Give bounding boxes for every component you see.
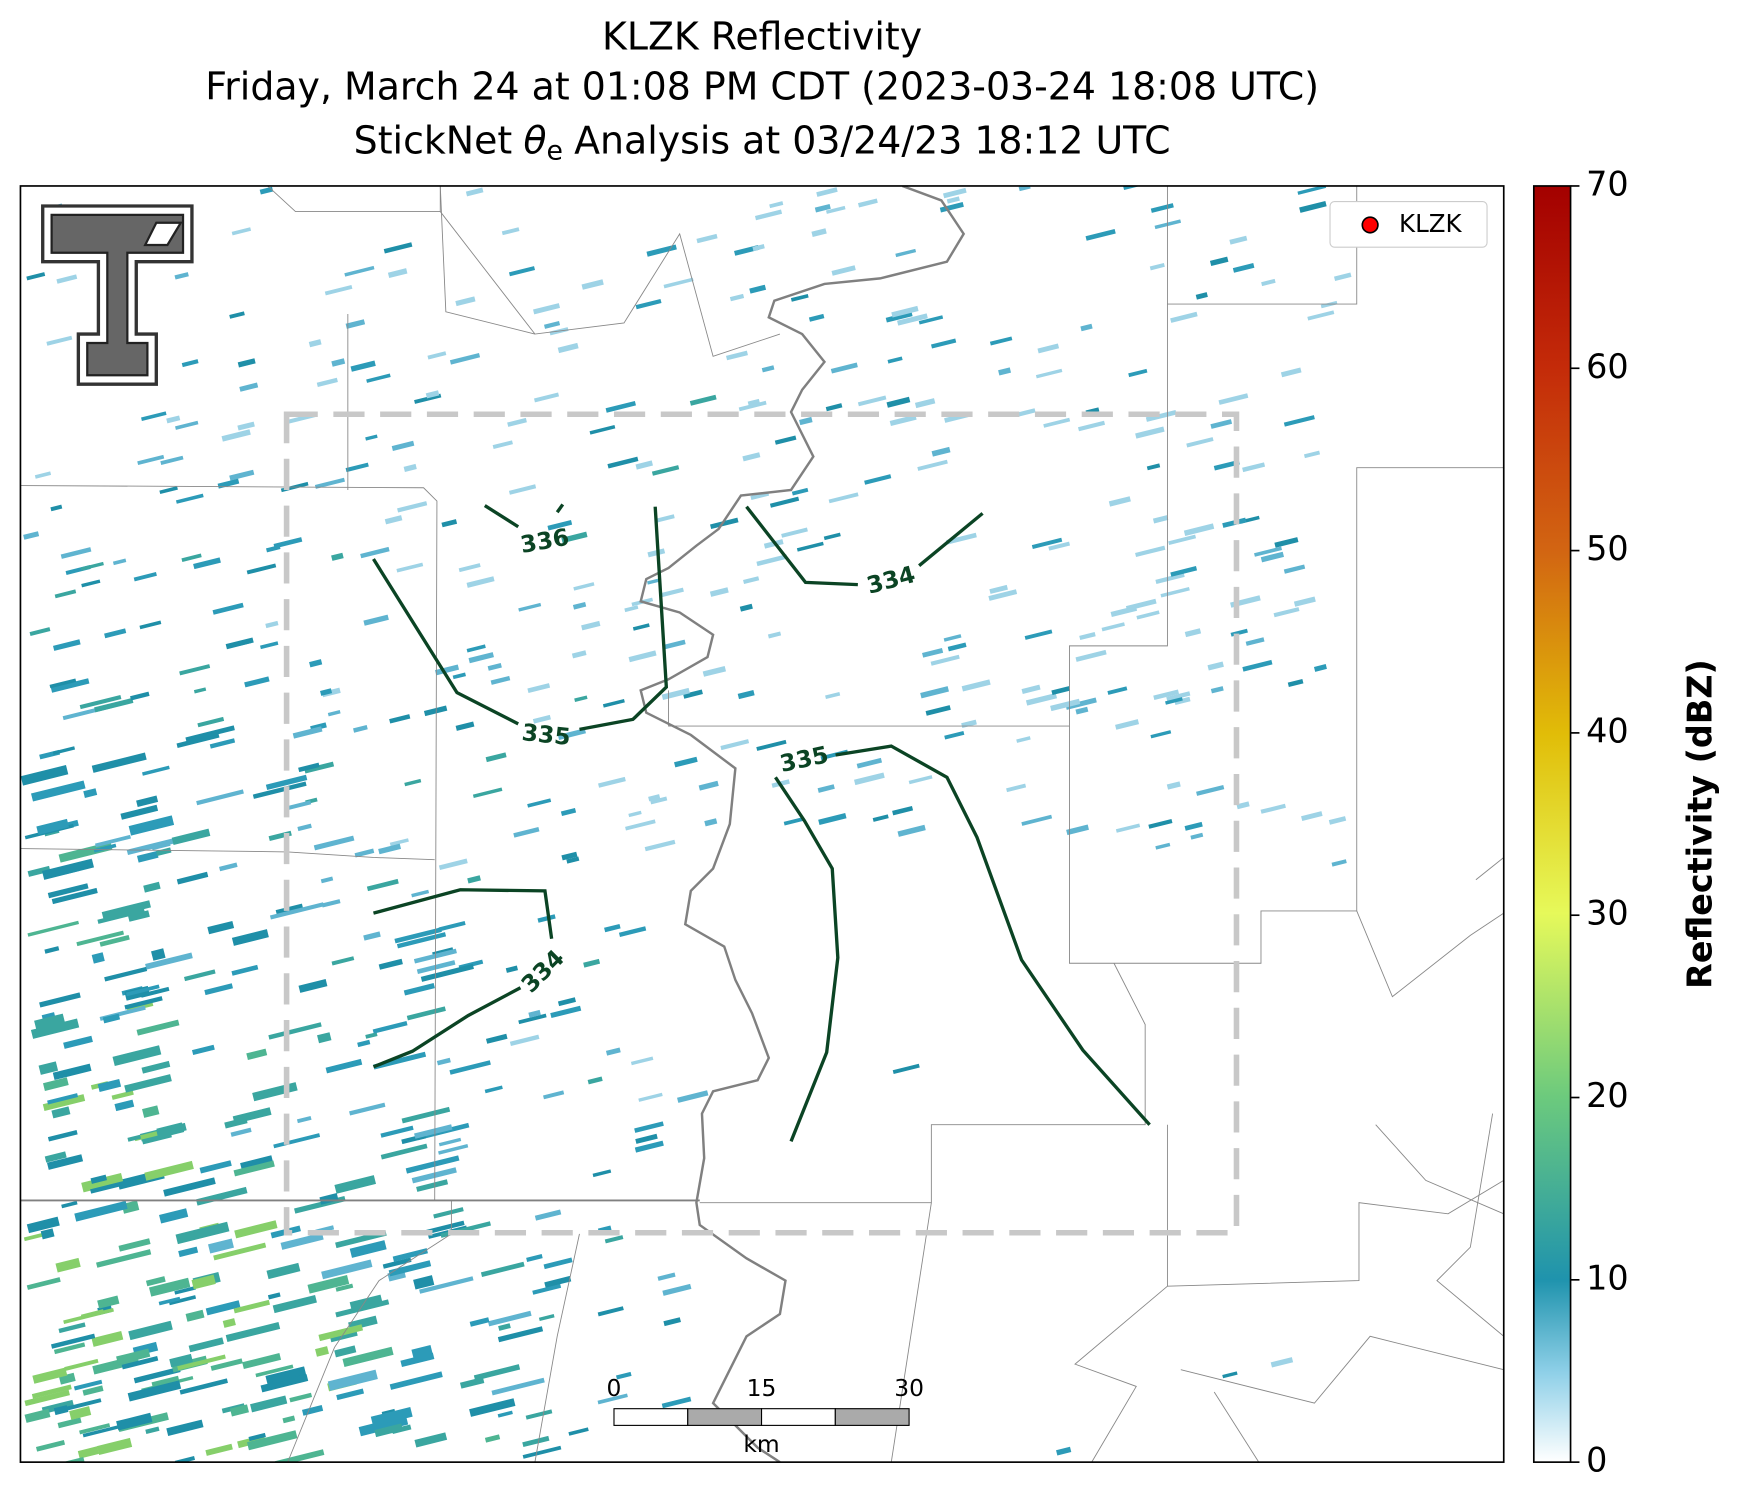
title-line1: KLZK Reflectivity: [602, 14, 922, 58]
title-symbol: θ: [523, 118, 546, 162]
colorbar-label: Reflectivity (dBZ): [1680, 659, 1719, 989]
map-background: [20, 185, 1504, 1463]
analysis-domain: [283, 411, 1240, 1236]
colorbar-ticks: 0 10 20 30 40 50 60 70: [1570, 164, 1629, 1480]
scale-label: 15: [747, 1374, 777, 1402]
logo: [41, 204, 194, 386]
legend-box: [1329, 201, 1488, 248]
scale-segment: [760, 1408, 836, 1426]
legend: KLZK: [1329, 201, 1488, 248]
colorbar-tick-label: 30: [1586, 894, 1629, 933]
scale-label: 30: [894, 1374, 924, 1402]
colorbar-tick-label: 70: [1586, 164, 1629, 203]
title-line3: StickNet θe Analysis at 03/24/23 18:12 UTC: [354, 118, 1171, 166]
map-frame: [19, 185, 1505, 1463]
river: [639, 185, 966, 1463]
title-prefix: StickNet: [354, 118, 513, 162]
contour-label: 335: [520, 718, 571, 751]
scale-unit: km: [743, 1430, 779, 1458]
legend-label: KLZK: [1399, 209, 1462, 238]
scale-segment: [834, 1408, 910, 1426]
legend-marker: [1361, 216, 1379, 234]
colorbar-tick-label: 0: [1586, 1441, 1607, 1480]
colorbar-tick-label: 40: [1586, 711, 1629, 750]
county-lines: [20, 185, 1504, 1463]
title-suffix: Analysis at 03/24/23 18:12 UTC: [574, 118, 1170, 162]
scale-segment: [687, 1408, 763, 1426]
colorbar: [1532, 185, 1572, 1463]
scale-bar: 0 15 30 km: [607, 1374, 924, 1458]
scale-label: 0: [607, 1374, 622, 1402]
scale-segment: [613, 1408, 689, 1426]
colorbar-tick-label: 50: [1586, 529, 1629, 568]
colorbar-tick-label: 10: [1586, 1258, 1629, 1297]
title-line2: Friday, March 24 at 01:08 PM CDT (2023-0…: [205, 65, 1319, 109]
colorbar-tick-label: 20: [1586, 1076, 1629, 1115]
title-subscript: e: [547, 135, 563, 166]
colorbar-tick-label: 60: [1586, 347, 1629, 386]
